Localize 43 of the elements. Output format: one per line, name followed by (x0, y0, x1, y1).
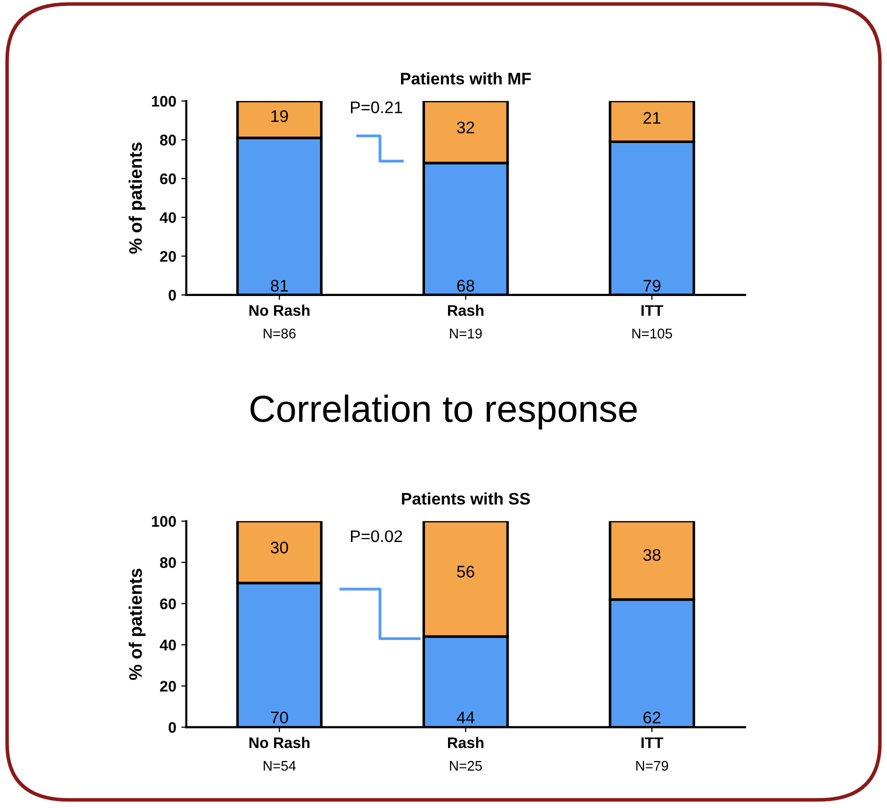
y-tick-label: 20 (160, 251, 176, 262)
y-axis-title: % of patients (128, 142, 146, 254)
data-label: 56 (457, 566, 474, 578)
y-tick-label: 80 (160, 557, 176, 568)
data-label: 70 (270, 712, 288, 724)
data-label: 38 (643, 549, 660, 561)
chart-title: Patients with SS (402, 492, 530, 505)
y-tick-label: 80 (160, 134, 176, 146)
text: N=86 (264, 328, 296, 338)
data-label: 30 (270, 542, 288, 554)
text: N=54 (264, 761, 296, 771)
x-tick-label: Rash (448, 304, 484, 316)
text: N=19 (450, 328, 482, 338)
y-axis-title: % of patients (128, 568, 146, 680)
y-tick-label: 100 (152, 516, 176, 527)
y-tick-label: 100 (152, 96, 176, 107)
data-label: 79 (644, 280, 660, 292)
data-label: 32 (457, 122, 474, 134)
x-tick-label: ITT (642, 305, 664, 316)
x-tick-label: Rash (448, 736, 484, 748)
y-tick-label: 40 (160, 212, 176, 224)
chart-title: Patients with MF (401, 72, 531, 84)
data-label: 81 (270, 280, 288, 292)
y-tick-label: 0 (168, 722, 176, 733)
annotation: P=0.02 (350, 530, 402, 542)
y-tick-label: 60 (160, 598, 176, 610)
y-tick-label: 0 (168, 290, 176, 301)
annotation: P=0.21 (350, 101, 402, 114)
x-tick-label: No Rash (249, 736, 310, 748)
text: N=25 (450, 760, 482, 771)
y-tick-label: 40 (160, 640, 176, 650)
text: N=105 (632, 328, 672, 338)
x-tick-label: ITT (642, 737, 664, 748)
data-label: 68 (457, 280, 474, 292)
data-label: 62 (644, 712, 660, 724)
data-label: 19 (271, 110, 288, 122)
data-label: 21 (644, 112, 660, 124)
text: N=79 (636, 760, 668, 771)
text: Correlation to response (250, 394, 637, 430)
y-tick-label: 20 (160, 680, 176, 692)
x-tick-label: No Rash (249, 304, 310, 316)
y-tick-label: 60 (160, 173, 176, 184)
data-label: 44 (456, 712, 474, 724)
